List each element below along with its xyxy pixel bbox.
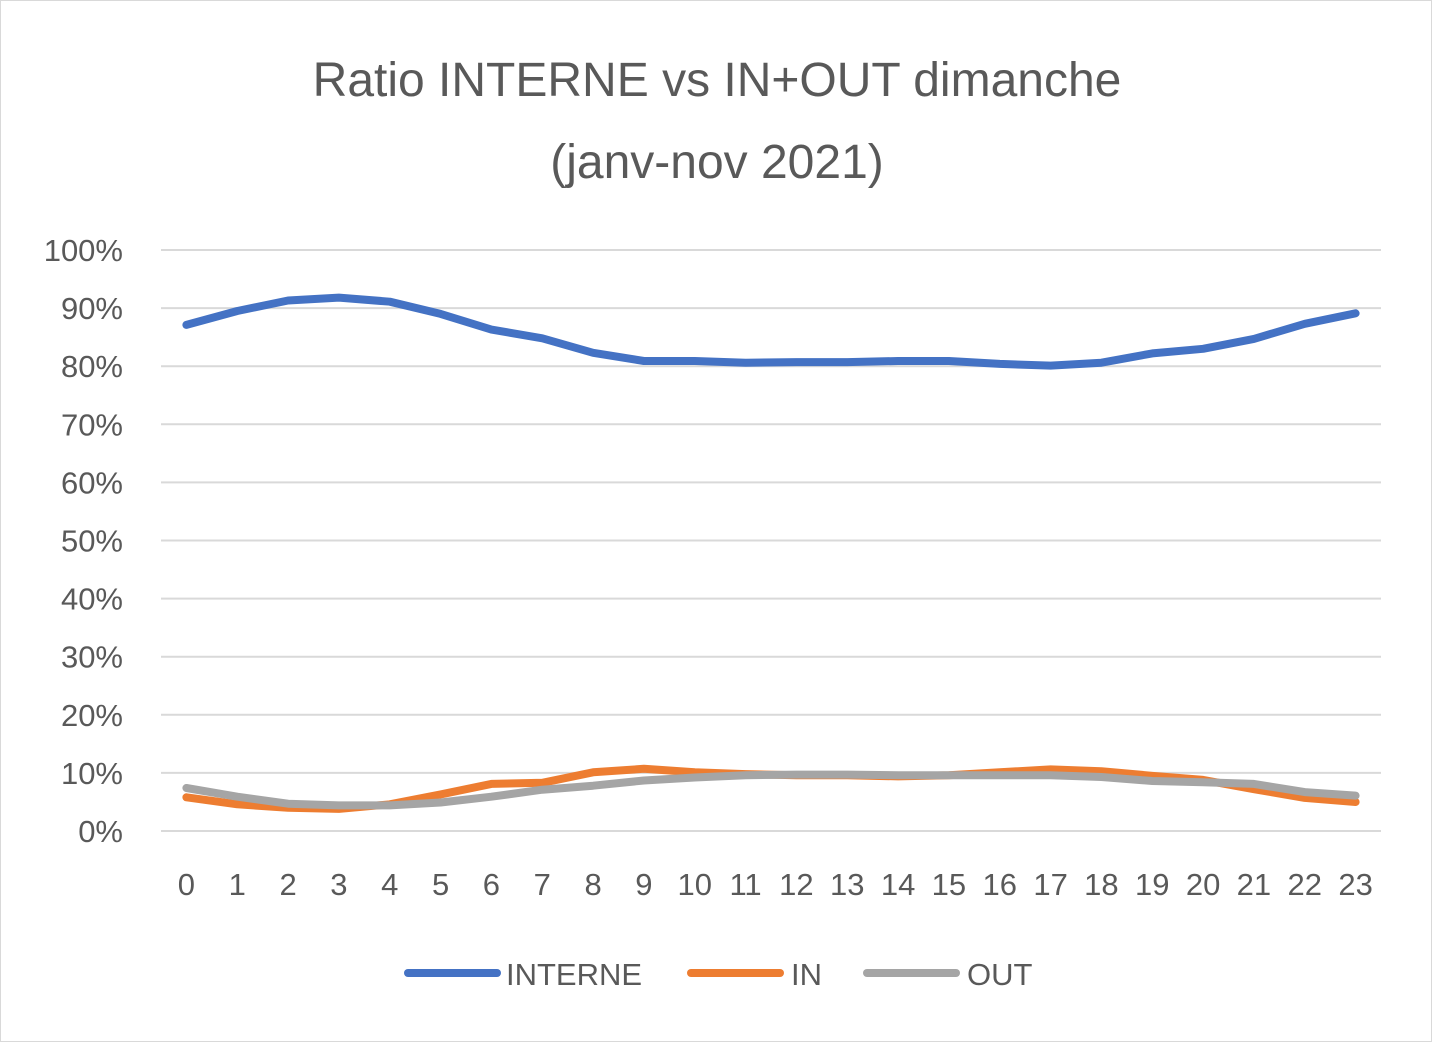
series-line-interne	[182, 293, 1360, 370]
y-tick-label: 40%	[61, 582, 123, 617]
x-tick-label: 15	[932, 867, 966, 902]
x-tick-label: 7	[534, 867, 551, 902]
x-tick-label: 2	[279, 867, 296, 902]
x-tick-label: 3	[330, 867, 347, 902]
legend-label-interne: INTERNE	[506, 957, 642, 992]
x-tick-label: 19	[1135, 867, 1169, 902]
x-tick-label: 12	[779, 867, 813, 902]
x-tick-label: 21	[1237, 867, 1271, 902]
series-lines	[182, 293, 1360, 813]
series-line-out	[182, 770, 1360, 810]
x-tick-label: 11	[729, 867, 761, 902]
x-tick-label: 23	[1338, 867, 1372, 902]
x-tick-label: 13	[830, 867, 864, 902]
x-tick-label: 18	[1084, 867, 1118, 902]
y-tick-label: 20%	[61, 698, 123, 733]
x-tick-label: 9	[635, 867, 652, 902]
chart-title-line-1: Ratio INTERNE vs IN+OUT dimanche	[313, 54, 1122, 107]
x-axis-ticks: 0 1 2 3 4 5 6 7 8 9 10 11 12 13 14 15 16 17 18 19 20 21 22 23	[178, 867, 1373, 902]
x-tick-label: 8	[584, 867, 601, 902]
y-tick-label: 0%	[78, 814, 123, 849]
y-tick-label: 100%	[44, 233, 123, 268]
x-tick-label: 14	[881, 867, 915, 902]
gridlines	[161, 249, 1381, 832]
legend-label-in: IN	[791, 957, 822, 992]
x-tick-label: 16	[983, 867, 1017, 902]
x-tick-label: 5	[432, 867, 449, 902]
y-axis-ticks: 0% 10% 20% 30% 40% 50% 60% 70% 80% 90% 100%	[44, 233, 123, 849]
y-tick-label: 90%	[61, 291, 123, 326]
y-tick-label: 70%	[61, 407, 123, 442]
y-tick-label: 60%	[61, 465, 123, 500]
x-tick-label: 6	[483, 867, 500, 902]
x-tick-label: 4	[381, 867, 398, 902]
x-tick-label: 1	[229, 867, 246, 902]
y-tick-label: 10%	[61, 756, 123, 791]
x-tick-label: 20	[1186, 867, 1220, 902]
x-tick-label: 17	[1033, 867, 1067, 902]
y-tick-label: 30%	[61, 640, 123, 675]
chart-title-line-2: (janv-nov 2021)	[550, 136, 884, 189]
x-tick-label: 10	[678, 867, 712, 902]
x-tick-label: 0	[178, 867, 195, 902]
y-tick-label: 50%	[61, 524, 123, 559]
legend: INTERNE IN OUT	[404, 957, 1033, 992]
legend-label-out: OUT	[967, 957, 1033, 992]
x-tick-label: 22	[1288, 867, 1322, 902]
y-tick-label: 80%	[61, 349, 123, 384]
